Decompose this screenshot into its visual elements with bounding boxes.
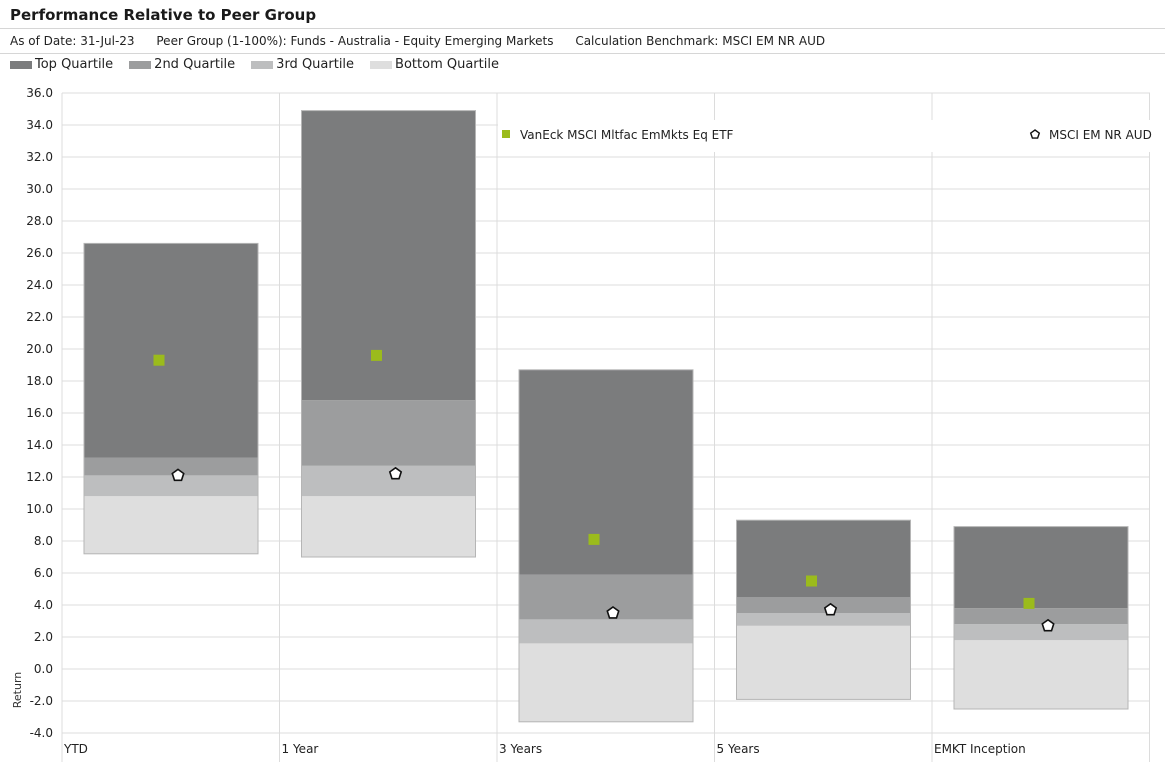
chart-meta: As of Date: 31-Jul-23 Peer Group (1-100%…: [10, 34, 843, 48]
y-axis-title: Return: [11, 672, 24, 709]
y-tick-label: 34.0: [26, 118, 53, 132]
y-tick-label: 4.0: [34, 598, 53, 612]
legend-fund-label: VanEck MSCI Mltfac EmMkts Eq ETF: [520, 128, 734, 142]
bar-third-quartile: [84, 475, 258, 497]
bar-second-quartile: [301, 400, 476, 466]
bar-top-quartile: [301, 110, 476, 401]
bar-second-quartile: [954, 608, 1128, 625]
bar-third-quartile: [301, 465, 476, 497]
y-tick-label: 10.0: [26, 502, 53, 516]
quartile-legend: Top Quartile 2nd Quartile 3rd Quartile B…: [10, 57, 515, 72]
fund-marker: [1023, 597, 1035, 609]
bar-bottom-quartile: [84, 496, 258, 554]
legend-label-top: Top Quartile: [35, 57, 114, 72]
bar-outline: [301, 110, 476, 558]
legend-label-third: 3rd Quartile: [276, 57, 355, 72]
benchmark-marker: [1041, 618, 1055, 632]
y-tick-label: 6.0: [34, 566, 53, 580]
fund-marker: [806, 575, 817, 587]
fund-marker: [153, 354, 165, 366]
y-tick-label: 22.0: [26, 310, 53, 324]
legend-benchmark-marker: [1029, 129, 1041, 139]
y-tick-label: -4.0: [30, 726, 53, 740]
y-tick-label: 30.0: [26, 182, 53, 196]
y-tick-label: 8.0: [34, 534, 53, 548]
x-tick-label: 3 Years: [499, 742, 542, 756]
legend-swatch-top: [10, 60, 32, 69]
legend-second-quartile: 2nd Quartile: [129, 57, 235, 72]
benchmark-marker: [171, 468, 185, 482]
bar-bottom-quartile: [736, 625, 911, 700]
chart-title: Performance Relative to Peer Group: [10, 6, 317, 24]
calculation-benchmark: Calculation Benchmark: MSCI EM NR AUD: [575, 34, 826, 48]
legend-label-bottom: Bottom Quartile: [395, 57, 499, 72]
y-tick-label: 14.0: [26, 438, 53, 452]
y-tick-label: 2.0: [34, 630, 53, 644]
y-tick-label: 18.0: [26, 374, 53, 388]
bar-third-quartile: [736, 613, 911, 626]
bar-second-quartile: [736, 597, 911, 613]
bar-bottom-quartile: [519, 643, 693, 722]
peer-group: Peer Group (1-100%): Funds - Australia -…: [156, 34, 554, 48]
series-legend-background: [498, 120, 1150, 152]
y-tick-label: 0.0: [34, 662, 53, 676]
legend-benchmark-label: MSCI EM NR AUD: [1049, 128, 1152, 142]
y-tick-label: 20.0: [26, 342, 53, 356]
bar-top-quartile: [84, 243, 258, 458]
legend-top-quartile: Top Quartile: [10, 57, 113, 72]
meta-divider: [0, 53, 1165, 54]
y-tick-label: 24.0: [26, 278, 53, 292]
legend-label-second: 2nd Quartile: [154, 57, 236, 72]
legend-swatch-bottom: [370, 60, 393, 69]
title-divider: [0, 28, 1165, 29]
bar-outline: [518, 369, 694, 723]
y-tick-label: 16.0: [26, 406, 53, 420]
benchmark-marker: [823, 602, 838, 616]
y-tick-label: -2.0: [30, 694, 53, 708]
bar-third-quartile: [519, 619, 693, 644]
y-tick-label: 28.0: [26, 214, 53, 228]
legend-fund-marker: [502, 130, 510, 138]
legend-swatch-third: [251, 60, 274, 69]
y-tick-label: 26.0: [26, 246, 53, 260]
fund-marker: [371, 349, 382, 361]
fund-marker: [588, 533, 600, 545]
bar-top-quartile: [954, 526, 1128, 609]
legend-third-quartile: 3rd Quartile: [251, 57, 354, 72]
bar-bottom-quartile: [301, 496, 476, 557]
bar-outline: [953, 526, 1129, 710]
x-tick-label: 1 Year: [282, 742, 319, 756]
bar-top-quartile: [519, 369, 693, 575]
benchmark-marker: [388, 466, 403, 480]
benchmark-marker: [606, 606, 620, 619]
legend-bottom-quartile: Bottom Quartile: [370, 57, 499, 72]
bar-bottom-quartile: [954, 640, 1128, 709]
bar-second-quartile: [519, 574, 693, 620]
legend-swatch-second: [129, 60, 152, 69]
bar-outline: [83, 242, 259, 555]
bar-top-quartile: [736, 520, 911, 597]
x-tick-label: YTD: [63, 742, 88, 756]
x-tick-label: 5 Years: [717, 742, 760, 756]
y-tick-label: 32.0: [26, 150, 53, 164]
y-tick-label: 12.0: [26, 470, 53, 484]
as-of-date: As of Date: 31-Jul-23: [10, 34, 135, 48]
bar-second-quartile: [84, 457, 258, 476]
y-tick-label: 36.0: [26, 86, 53, 100]
x-tick-label: EMKT Inception: [934, 742, 1026, 756]
bar-third-quartile: [954, 624, 1128, 641]
bar-outline: [736, 519, 911, 700]
